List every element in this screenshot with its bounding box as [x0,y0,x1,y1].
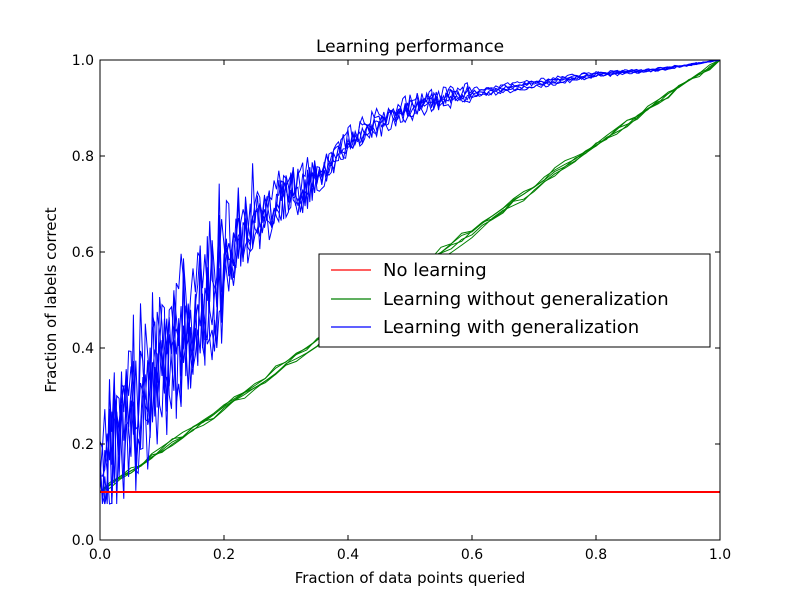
y-tick-label: 0.2 [72,437,94,453]
ticks-layer: 0.0 0.2 0.4 0.6 0.8 1.0 0.0 0.2 0.4 0.6 0.8 1.0 [72,53,731,563]
y-tick-label: 0.4 [72,341,94,357]
x-tick-label: 0.2 [213,547,235,563]
series-line-with-generalization-run-4 [100,60,720,499]
x-tick-label: 1.0 [709,547,731,563]
x-tick-label: 0.4 [337,547,359,563]
y-tick-label: 0.6 [72,245,94,261]
y-tick-label: 0.8 [72,149,94,165]
series-line-with-generalization-run-6 [100,60,720,505]
chart-title: Learning performance [316,37,504,57]
x-tick-label: 0.6 [461,547,483,563]
plot-area: 0.0 0.2 0.4 0.6 0.8 1.0 0.0 0.2 0.4 0.6 0.8 1.0 [72,53,731,563]
x-tick-label: 0.0 [89,547,111,563]
y-tick-label: 0.0 [72,533,94,549]
legend-label-without-generalization: Learning without generalization [383,289,669,310]
plot-frame [99,59,721,541]
x-axis-label: Fraction of data points queried [295,569,526,587]
legend-box [318,253,711,348]
legend: No learning Learning without generalizat… [318,253,711,348]
y-axis-label: Fraction of labels correct [42,207,60,392]
x-tick-label: 0.8 [585,547,607,563]
y-tick-label: 1.0 [72,53,94,69]
legend-label-no-learning: No learning [383,260,487,281]
legend-label-with-generalization: Learning with generalization [383,317,639,338]
series-line-with-generalization-run-5 [100,60,720,505]
